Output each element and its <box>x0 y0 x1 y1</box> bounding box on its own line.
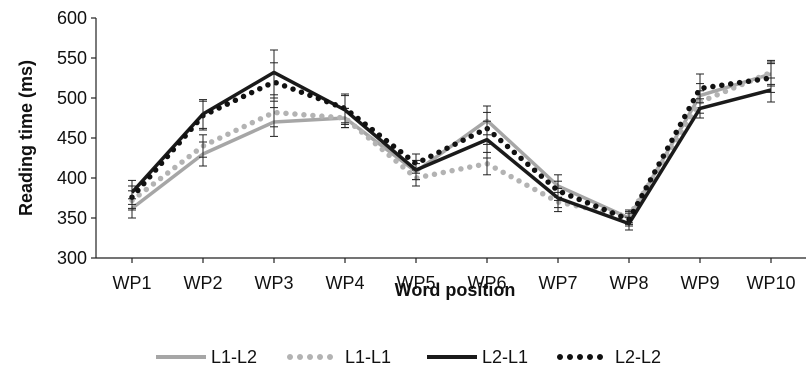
x-tick-label: WP5 <box>396 273 435 293</box>
x-axis-ticks: WP1 WP2 WP3 WP4 WP5 WP6 WP7 WP8 WP9 WP10 <box>112 258 796 293</box>
error-bar <box>554 180 562 201</box>
x-tick-label: WP2 <box>183 273 222 293</box>
error-bar <box>696 73 704 104</box>
error-bar <box>270 62 278 102</box>
x-tick-label: WP3 <box>254 273 293 293</box>
x-tick-label: WP8 <box>609 273 648 293</box>
legend-item: L2-L2 <box>557 347 661 367</box>
legend-item: L1-L1 <box>287 347 391 367</box>
legend: L1-L2 L1-L1 L2-L1 L2-L2 <box>156 347 661 367</box>
x-tick-label: WP10 <box>746 273 795 293</box>
x-tick-label: WP9 <box>680 273 719 293</box>
error-bar <box>767 63 775 93</box>
y-tick-label: 450 <box>57 128 87 148</box>
legend-label: L1-L1 <box>345 347 391 367</box>
y-tick-label: 550 <box>57 48 87 68</box>
y-axis-ticks: 300 350 400 450 500 550 600 <box>57 8 96 268</box>
y-tick-label: 600 <box>57 8 87 28</box>
y-tick-label: 350 <box>57 208 87 228</box>
series-line <box>130 70 772 226</box>
y-tick-label: 300 <box>57 248 87 268</box>
legend-item: L2-L1 <box>427 347 528 367</box>
y-axis-title: Reading time (ms) <box>16 60 36 216</box>
series-line <box>129 75 774 223</box>
x-tick-label: WP6 <box>467 273 506 293</box>
error-bar <box>625 212 633 227</box>
error-bar <box>341 93 349 124</box>
x-tick-label: WP1 <box>112 273 151 293</box>
error-bar <box>128 185 136 209</box>
error-bar <box>199 100 207 131</box>
y-tick-label: 500 <box>57 88 87 108</box>
error-bar <box>199 134 207 158</box>
error-bar <box>412 153 420 174</box>
x-tick-label: WP7 <box>538 273 577 293</box>
legend-item: L1-L2 <box>156 347 257 367</box>
series-layer <box>128 49 775 231</box>
series-l2-l2 <box>128 62 775 227</box>
legend-label: L2-L2 <box>615 347 661 367</box>
series-line <box>129 69 774 220</box>
legend-label: L2-L1 <box>482 347 528 367</box>
error-bar <box>483 111 491 145</box>
legend-label: L1-L2 <box>211 347 257 367</box>
x-axis-title: Word position <box>395 280 516 300</box>
y-tick-label: 400 <box>57 168 87 188</box>
x-tick-label: WP4 <box>325 273 364 293</box>
